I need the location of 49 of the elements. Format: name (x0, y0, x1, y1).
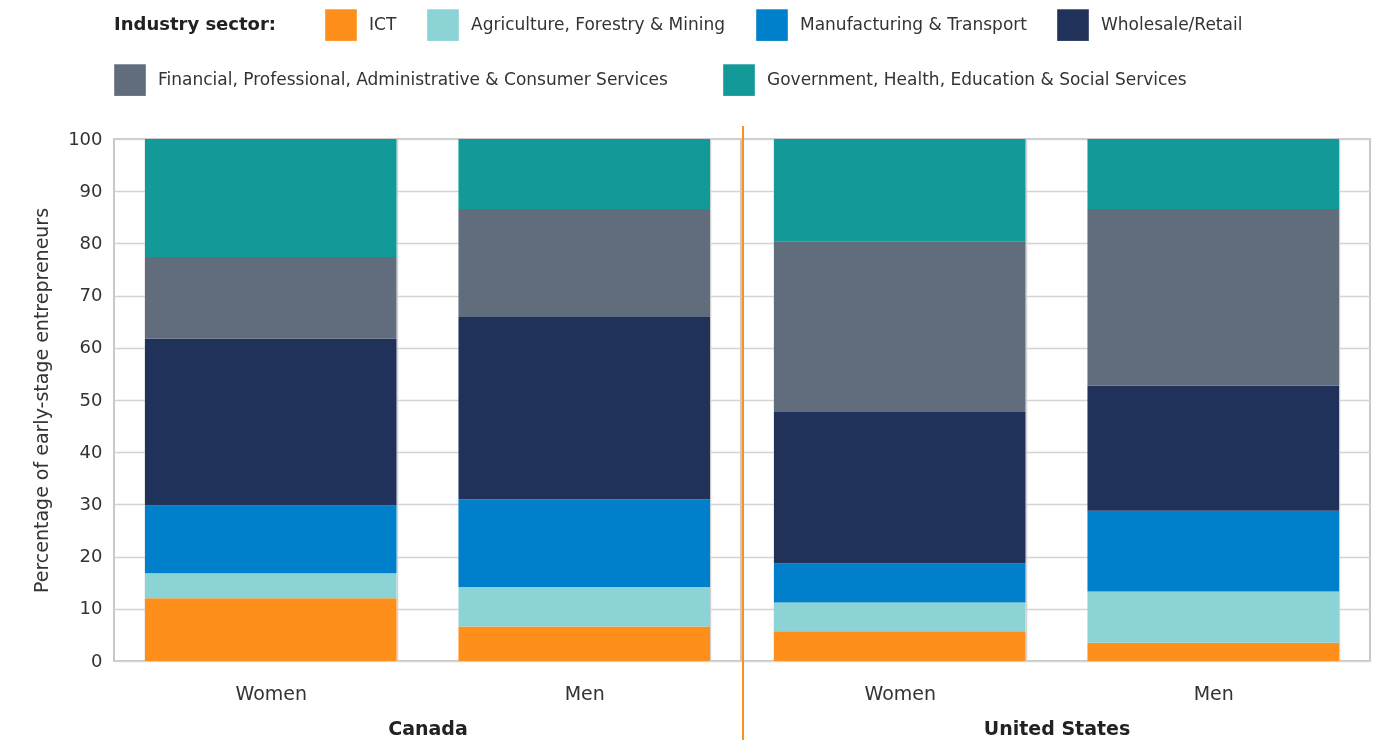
bar (1087, 139, 1340, 209)
bar (773, 412, 1026, 564)
bar (773, 631, 1026, 661)
y-tick-label: 80 (79, 231, 103, 253)
y-tick-label: 60 (79, 336, 103, 358)
y-tick-label: 20 (79, 545, 103, 567)
legend-label: ICT (369, 14, 397, 35)
bar (144, 338, 397, 506)
bar (144, 598, 397, 661)
y-tick-label: 100 (68, 127, 103, 149)
bar (458, 317, 711, 500)
bar (773, 241, 1026, 413)
x-tick-label: Men (1193, 681, 1234, 704)
y-tick-label: 0 (91, 649, 103, 671)
bar (458, 208, 711, 317)
bar (458, 626, 711, 661)
bar (773, 563, 1026, 603)
bar (144, 139, 397, 257)
bar (458, 586, 711, 627)
bar (773, 139, 1026, 242)
x-axis-title: Canada (388, 716, 468, 739)
legend-label: Government, Health, Education & Social Services (767, 69, 1187, 90)
legend-label: Agriculture, Forestry & Mining (471, 14, 726, 35)
y-tick-label: 90 (79, 179, 103, 201)
y-tick-label: 30 (79, 492, 103, 514)
bar (458, 139, 711, 209)
bar (1087, 510, 1340, 592)
legend-title: Industry sector: (114, 13, 277, 34)
bar (144, 573, 397, 599)
y-tick-label: 50 (79, 388, 103, 410)
x-axis-title: United States (983, 716, 1131, 739)
y-tick-label: 40 (79, 440, 103, 462)
x-tick-label: Women (864, 681, 937, 704)
x-tick-label: Women (235, 681, 308, 704)
legend-label: Manufacturing & Transport (800, 14, 1028, 35)
x-tick-label: Men (564, 681, 605, 704)
bar (773, 602, 1026, 632)
legend-label: Wholesale/Retail (1101, 14, 1243, 35)
bar (1087, 642, 1340, 661)
bar (144, 505, 397, 574)
y-tick-label: 10 (79, 597, 103, 619)
bar (1087, 208, 1340, 386)
y-axis-title: Percentage of early-stage entrepreneurs (30, 207, 53, 594)
bar (1087, 385, 1340, 511)
y-tick-label: 70 (79, 284, 103, 306)
bar (458, 499, 711, 587)
bar (1087, 591, 1340, 643)
bar (144, 256, 397, 339)
legend-label: Financial, Professional, Administrative & Consumer Services (158, 69, 668, 90)
